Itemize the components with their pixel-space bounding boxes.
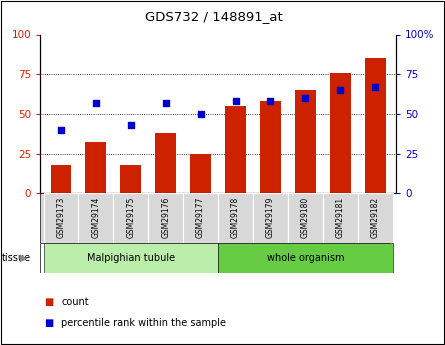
Text: GSM29180: GSM29180: [301, 197, 310, 238]
Point: [267, 98, 274, 104]
Text: GSM29181: GSM29181: [336, 197, 345, 238]
Text: GSM29175: GSM29175: [126, 197, 135, 238]
Point: [232, 98, 239, 104]
Bar: [44, 193, 78, 243]
Text: GSM29177: GSM29177: [196, 197, 205, 238]
Text: count: count: [61, 297, 89, 307]
Bar: [288, 193, 323, 243]
Bar: [148, 193, 183, 243]
Bar: [330, 72, 351, 193]
Point: [127, 122, 134, 128]
Bar: [155, 133, 176, 193]
Bar: [218, 243, 392, 273]
Bar: [295, 90, 316, 193]
Text: percentile rank within the sample: percentile rank within the sample: [61, 318, 227, 327]
Point: [197, 111, 204, 117]
Text: GSM29174: GSM29174: [91, 197, 101, 238]
Text: GSM29179: GSM29179: [266, 197, 275, 238]
Point: [302, 95, 309, 101]
Bar: [51, 165, 72, 193]
Bar: [44, 243, 218, 273]
Point: [162, 100, 169, 106]
Text: ■: ■: [44, 318, 54, 327]
Bar: [183, 193, 218, 243]
Text: GSM29173: GSM29173: [57, 197, 65, 238]
Point: [92, 100, 99, 106]
Text: GSM29176: GSM29176: [161, 197, 170, 238]
Text: GSM29182: GSM29182: [371, 197, 380, 238]
Bar: [323, 193, 358, 243]
Bar: [364, 58, 385, 193]
Bar: [85, 142, 106, 193]
Text: tissue: tissue: [2, 253, 31, 263]
Bar: [253, 193, 288, 243]
Text: Malpighian tubule: Malpighian tubule: [87, 253, 175, 263]
Text: whole organism: whole organism: [267, 253, 344, 263]
Point: [337, 87, 344, 93]
Bar: [113, 193, 148, 243]
Text: GSM29178: GSM29178: [231, 197, 240, 238]
Text: ▶: ▶: [20, 253, 28, 263]
Bar: [120, 165, 141, 193]
Bar: [190, 154, 211, 193]
Text: GDS732 / 148891_at: GDS732 / 148891_at: [145, 10, 283, 23]
Bar: [218, 193, 253, 243]
Bar: [260, 101, 281, 193]
Bar: [358, 193, 392, 243]
Point: [372, 84, 379, 90]
Bar: [78, 193, 113, 243]
Bar: [225, 106, 246, 193]
Point: [57, 127, 65, 132]
Text: ■: ■: [44, 297, 54, 307]
